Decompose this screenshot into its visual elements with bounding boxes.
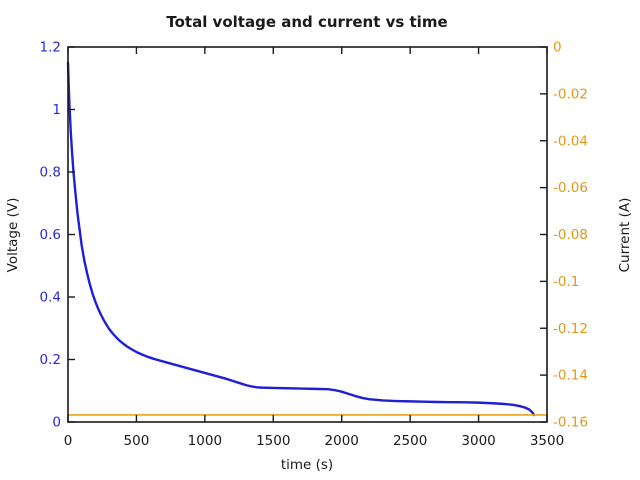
x-tick-label: 3500 <box>530 433 564 449</box>
left-tick-label: 0.2 <box>40 352 61 368</box>
left-tick-label: 0.4 <box>40 290 61 306</box>
x-tick-label: 0 <box>64 433 73 449</box>
left-tick-label: 1 <box>52 102 61 118</box>
left-tick-label: 0.8 <box>40 165 61 181</box>
right-tick-label: -0.06 <box>553 180 588 196</box>
left-tick-label: 1.2 <box>40 40 61 56</box>
right-tick-label: -0.1 <box>553 274 579 290</box>
plot-area: 0 500 1000 1500 2000 2500 3000 3500 0 0.2 0.4 0.6 0.… <box>40 40 588 450</box>
right-tick-label: -0.14 <box>553 368 588 384</box>
right-tick-label: -0.08 <box>553 227 588 243</box>
right-tick-label: -0.02 <box>553 86 588 102</box>
chart-title: Total voltage and current vs time <box>166 13 447 31</box>
left-tick-label: 0 <box>52 415 61 431</box>
x-tick-label: 3000 <box>461 433 495 449</box>
left-axis-label: Voltage (V) <box>5 198 21 273</box>
right-tick-label: -0.16 <box>553 415 588 431</box>
x-tick-label: 1500 <box>256 433 290 449</box>
x-axis-label: time (s) <box>281 457 333 473</box>
x-tick-label: 500 <box>124 433 150 449</box>
right-tick-label: 0 <box>553 40 562 56</box>
x-tick-label: 2000 <box>325 433 359 449</box>
x-tick-label: 2500 <box>393 433 427 449</box>
plot-border <box>67 46 548 423</box>
voltage-curve <box>66 61 536 417</box>
right-tick-label: -0.12 <box>553 321 588 337</box>
right-axis-label: Current (A) <box>617 198 633 273</box>
left-tick-label: 0.6 <box>40 227 61 243</box>
x-tick-label: 1000 <box>188 433 222 449</box>
right-tick-label: -0.04 <box>553 133 588 149</box>
